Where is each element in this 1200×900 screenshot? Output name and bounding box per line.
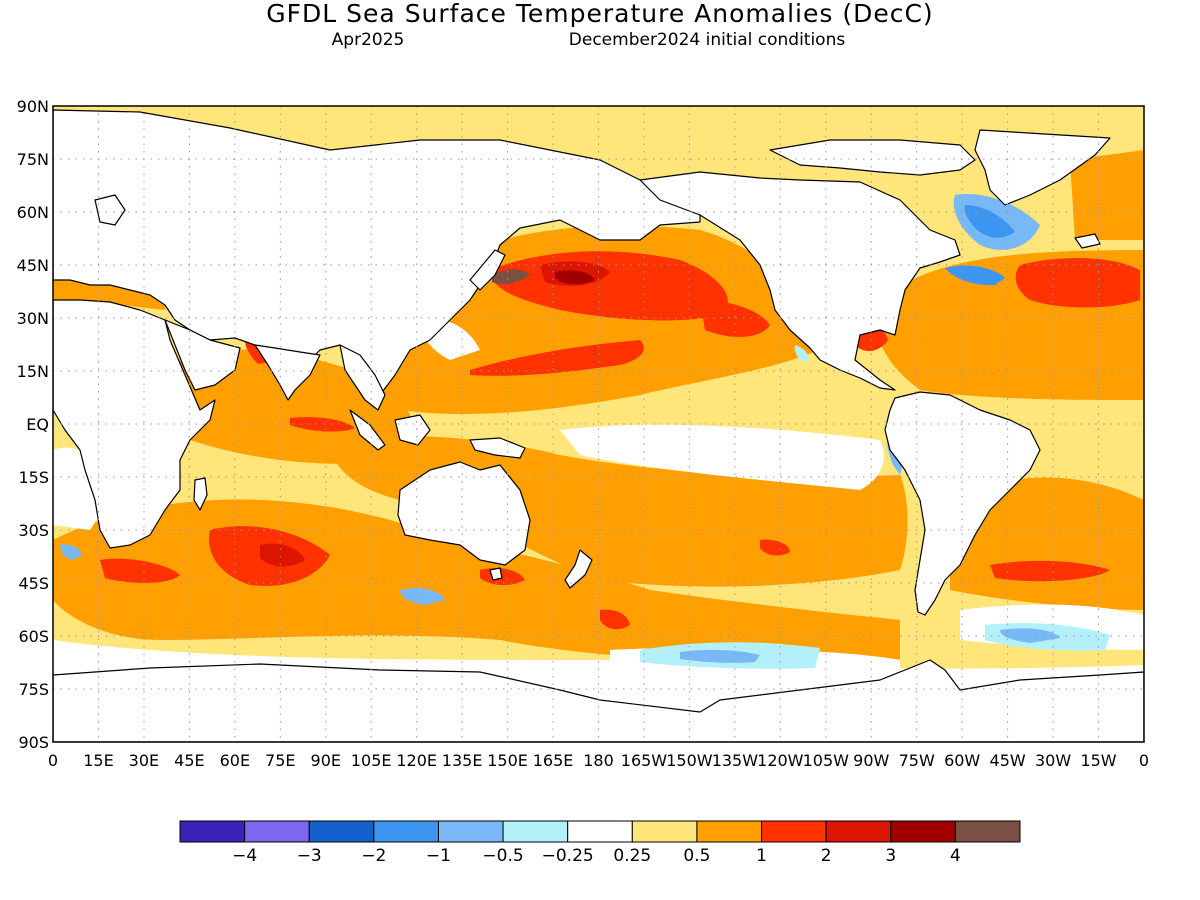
land-new-guinea: [469, 437, 526, 459]
colorbar-label: 3: [885, 846, 896, 866]
colorbar-swatch: [761, 820, 827, 843]
colorbar-labels: −4 −3 −2 −1 −0.5 −0.25 0.25 0.5 1 2 3 4: [232, 846, 961, 866]
colorbar-label: 2: [821, 846, 832, 866]
anomaly-negative-patches: [60, 194, 1110, 669]
colorbar-swatch: [631, 820, 698, 843]
land-madagascar: [193, 477, 208, 511]
lon-tick-label: 75E: [265, 751, 295, 770]
lon-tick-label: 150W: [666, 751, 713, 770]
lon-tick-label: 30E: [129, 751, 159, 770]
lon-tick-label: 15E: [83, 751, 113, 770]
lon-tick-label: 0: [48, 751, 58, 770]
lon-tick-label: 60E: [220, 751, 250, 770]
lon-tick-label: 75W: [899, 751, 935, 770]
lat-tick-label: 45S: [18, 574, 49, 593]
land-africa: [53, 299, 216, 549]
lon-tick-label: 105E: [351, 751, 392, 770]
plot-frame: [52, 105, 1145, 743]
lon-tick-label: 90W: [853, 751, 889, 770]
land-arctic-islands: [769, 139, 976, 176]
lon-tick-label: 120W: [757, 751, 804, 770]
colorbar-swatch: [696, 820, 763, 843]
colorbar-label: 0.5: [683, 846, 710, 866]
lon-tick-label: 180: [583, 751, 614, 770]
colorbar-swatch: [825, 820, 892, 843]
target-month-label: Apr2025: [332, 30, 405, 50]
land-australia: [397, 461, 531, 566]
init-conditions-label: December2024 initial conditions: [569, 30, 846, 50]
lon-tick-label: 45E: [174, 751, 204, 770]
lat-tick-label: 60N: [17, 203, 49, 222]
colorbar-label: −0.25: [542, 846, 594, 866]
land-eurasia: [53, 109, 701, 396]
lat-tick-label: 60S: [18, 627, 49, 646]
lon-tick-label: 165W: [621, 751, 668, 770]
land-scandinavia: [94, 194, 126, 226]
colorbar-swatch: [244, 820, 310, 843]
graticule: [53, 106, 1144, 742]
land-japan: [469, 249, 506, 291]
colorbar-label: −2: [361, 846, 386, 866]
lat-tick-label: 30N: [17, 309, 49, 328]
land-north-america: [639, 171, 961, 391]
land-new-zealand: [564, 549, 593, 589]
colorbar: [179, 820, 1021, 843]
land-arabian-peninsula: [164, 319, 241, 391]
lon-tick-label: 15W: [1080, 751, 1116, 770]
land-tasmania: [489, 567, 503, 581]
land-sumatra: [349, 409, 386, 451]
plot-area: [53, 106, 1144, 742]
lat-tick-label: 75S: [18, 680, 49, 699]
colorbar-label: 1: [756, 846, 767, 866]
lon-tick-label: 150E: [487, 751, 528, 770]
lat-tick-label: EQ: [26, 415, 49, 434]
colorbar-label: 0.25: [613, 846, 651, 866]
lon-tick-label: 120E: [396, 751, 437, 770]
lat-tick-label: 15N: [17, 362, 49, 381]
lon-tick-label: 30W: [1035, 751, 1071, 770]
latitude-tick-labels: 90N 75N 60N 45N 30N 15N EQ 15S 30S 45S 60S 75S 90S: [17, 97, 49, 752]
lat-tick-label: 45N: [17, 256, 49, 275]
colorbar-swatch: [437, 820, 504, 843]
lon-tick-label: 165E: [533, 751, 574, 770]
map-title: GFDL Sea Surface Temperature Anomalies (…: [266, 0, 933, 28]
colorbar-swatch: [179, 820, 246, 843]
lon-tick-label: 0: [1139, 751, 1149, 770]
lat-tick-label: 90S: [18, 733, 49, 752]
colorbar-swatch: [567, 820, 633, 843]
colorbar-label: 4: [950, 846, 961, 866]
land-iceland: [1074, 233, 1101, 249]
colorbar-label: −1: [426, 846, 451, 866]
colorbar-swatch: [373, 820, 439, 843]
lon-tick-label: 60W: [944, 751, 980, 770]
land-greenland: [974, 129, 1111, 206]
lat-tick-label: 15S: [18, 468, 49, 487]
colorbar-label: −3: [297, 846, 322, 866]
land-indochina: [339, 344, 386, 411]
lon-tick-label: 135E: [442, 751, 483, 770]
lon-tick-label: 135W: [712, 751, 759, 770]
lat-tick-label: 30S: [18, 521, 49, 540]
colorbar-swatch: [502, 820, 569, 843]
colorbar-swatch: [954, 820, 1021, 843]
lat-tick-label: 90N: [17, 97, 49, 116]
land-masses: [53, 109, 1144, 742]
lat-tick-label: 75N: [17, 150, 49, 169]
lon-tick-label: 105W: [803, 751, 850, 770]
colorbar-label: −4: [232, 846, 257, 866]
lon-tick-label: 45W: [990, 751, 1026, 770]
land-india: [254, 344, 321, 401]
longitude-tick-labels: 0 15E 30E 45E 60E 75E 90E 105E 120E 135E 150E 165E 1…: [48, 751, 1149, 770]
colorbar-label: −0.5: [482, 846, 523, 866]
lon-tick-label: 90E: [311, 751, 341, 770]
land-borneo: [394, 414, 431, 446]
colorbar-swatch: [308, 820, 375, 843]
colorbar-swatch: [890, 820, 956, 843]
